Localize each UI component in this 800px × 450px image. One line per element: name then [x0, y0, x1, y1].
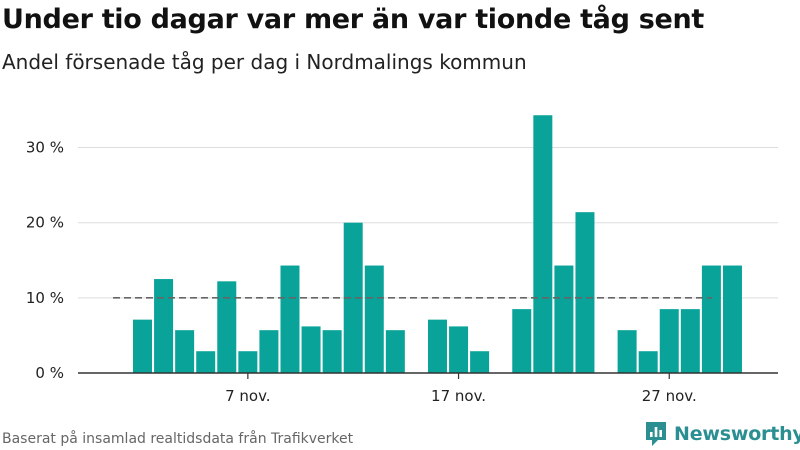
x-tick-label: 17 nov.: [431, 387, 486, 405]
bar: [280, 265, 300, 373]
bar: [617, 330, 637, 373]
bar: [196, 351, 216, 373]
bar: [259, 330, 279, 373]
bar: [154, 279, 174, 373]
brand-logo: Newsworthy: [644, 420, 800, 448]
bar: [449, 326, 469, 373]
bar: [638, 351, 658, 373]
bar: [512, 309, 532, 373]
x-tick-label: 27 nov.: [642, 387, 697, 405]
bar: [133, 319, 152, 373]
bar: [385, 330, 405, 373]
bar: [343, 222, 363, 373]
newsworthy-logo-icon: [646, 422, 666, 446]
bar-chart: 0 % 10 % 20 % 30 % 7 nov. 17 nov. 27 nov.: [26, 115, 778, 405]
bar: [533, 115, 553, 374]
bar: [427, 319, 447, 373]
brand-name: Newsworthy: [674, 423, 800, 445]
chart-subtitle: Andel försenade tåg per dag i Nordmaling…: [2, 50, 527, 74]
y-tick-label: 10 %: [26, 289, 64, 307]
y-tick-label: 30 %: [26, 139, 64, 157]
bar: [238, 351, 258, 373]
bar: [701, 265, 721, 373]
y-tick-label: 20 %: [26, 214, 64, 232]
bar: [217, 281, 237, 373]
x-tick-label: 7 nov.: [225, 387, 270, 405]
bar: [470, 351, 490, 373]
bar: [175, 330, 195, 373]
bar: [680, 309, 700, 373]
bar: [322, 330, 342, 373]
bar: [301, 326, 321, 373]
chart-title: Under tio dagar var mer än var tionde tå…: [2, 4, 705, 35]
bar: [364, 265, 384, 373]
source-note: Baserat på insamlad realtidsdata från Tr…: [2, 431, 354, 447]
bar: [659, 309, 679, 373]
bar: [575, 212, 595, 373]
bar: [722, 265, 742, 373]
bar: [554, 265, 574, 373]
y-tick-label: 0 %: [35, 364, 64, 382]
